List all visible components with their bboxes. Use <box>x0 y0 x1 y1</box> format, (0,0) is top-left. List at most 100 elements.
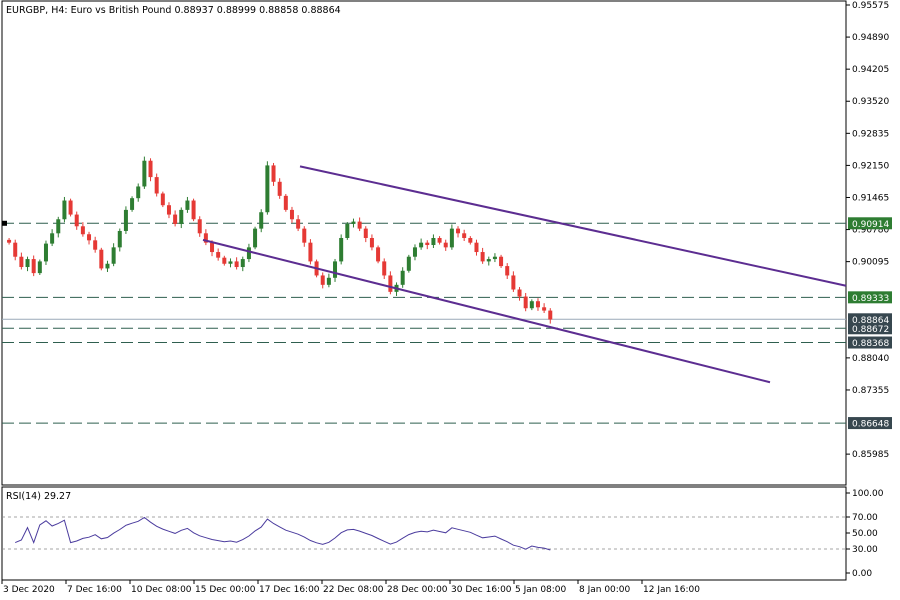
candle-bullish <box>185 200 190 210</box>
candle-bearish <box>7 239 12 243</box>
candle-bearish <box>93 240 98 250</box>
horizontal-levels <box>2 220 846 424</box>
candle-bearish <box>191 200 196 220</box>
candle-bullish <box>228 261 233 264</box>
candle-bearish <box>499 256 504 267</box>
time-tick-label: 10 Dec 08:00 <box>131 585 192 595</box>
time-tick-label: 3 Dec 2020 <box>3 585 55 595</box>
level-anchor-marker <box>2 220 7 226</box>
time-tick-label: 30 Dec 16:00 <box>451 585 512 595</box>
price-tick-label: 0.87355 <box>852 386 889 396</box>
candle-bearish <box>289 209 294 220</box>
candle-bearish <box>154 177 159 194</box>
candle-bearish <box>357 221 362 229</box>
candle-bearish <box>19 256 24 268</box>
candle-bearish <box>425 242 430 246</box>
rsi-tick-label: 50.00 <box>852 529 878 539</box>
rsi-tick-label: 30.00 <box>852 545 878 555</box>
candle-bearish <box>166 205 171 215</box>
candle-bearish <box>468 237 473 243</box>
time-tick-label: 7 Dec 16:00 <box>67 585 122 595</box>
candle-bearish <box>480 252 485 262</box>
rsi-label: RSI(14) 29.27 <box>6 491 71 502</box>
candle-bullish <box>56 219 61 234</box>
time-tick-label: 5 Jan 08:00 <box>515 585 567 595</box>
candle-bullish <box>142 160 147 187</box>
price-tick-label: 0.92835 <box>852 129 889 139</box>
rsi-tick-label: 0.00 <box>852 569 872 579</box>
price-tick-label: 0.90780 <box>852 226 889 236</box>
candle-bearish <box>388 275 393 292</box>
candle-bearish <box>283 195 288 210</box>
candle-bullish <box>117 230 122 248</box>
candle-bullish <box>400 270 405 285</box>
trend-channel[interactable] <box>202 165 847 384</box>
candle-bearish <box>87 234 92 241</box>
time-tick-label: 17 Dec 16:00 <box>259 585 320 595</box>
candle-bullish <box>449 228 454 248</box>
candle-bullish <box>345 223 350 238</box>
level-labels: 0.90914 0.89333 0.88672 0.88368 0.86648 0.888… <box>848 217 892 430</box>
candle-bullish <box>265 165 270 213</box>
candle-bearish <box>210 242 215 253</box>
candle-bullish <box>492 256 497 260</box>
price-axis: 0.95575 0.94890 0.94205 0.93520 0.92835 0.921… <box>846 1 889 460</box>
candle-bearish <box>68 200 73 215</box>
candle-bullish <box>25 259 30 268</box>
candle-bullish <box>419 242 424 248</box>
time-tick-label: 22 Dec 08:00 <box>323 585 384 595</box>
channel-upper-line <box>299 165 847 287</box>
price-pane-frame <box>1 0 847 486</box>
candle-bearish <box>363 228 368 238</box>
rsi-tick-label: 100.00 <box>852 489 884 499</box>
time-axis: 3 Dec 2020 7 Dec 16:00 10 Dec 08:00 15 Dec … <box>1 580 700 595</box>
price-tick-label: 0.85985 <box>852 450 889 460</box>
candle-bearish <box>308 242 313 262</box>
candle-bearish <box>173 214 178 224</box>
candle-bearish <box>277 181 282 196</box>
level-label: 0.88368 <box>852 339 889 349</box>
candle-bullish <box>111 247 116 264</box>
candle-bearish <box>517 289 522 297</box>
candle-bearish <box>222 257 227 264</box>
candle-bullish <box>240 259 245 268</box>
candle-bearish <box>296 219 301 229</box>
candle-bullish <box>62 200 67 220</box>
candle-bearish <box>382 261 387 276</box>
candle-bearish <box>320 275 325 285</box>
current-price-label: 0.88864 <box>852 316 889 326</box>
candle-bullish <box>43 243 48 262</box>
level-label: 0.90914 <box>852 220 889 230</box>
candle-bullish <box>246 247 251 260</box>
price-tick-label: 0.94890 <box>852 33 889 43</box>
current-price-box <box>848 313 892 326</box>
price-tick-label: 0.92150 <box>852 161 889 171</box>
level-label-box <box>848 217 892 230</box>
time-tick-label: 12 Jan 16:00 <box>643 585 700 595</box>
rsi-axis: 100.00 70.00 50.00 30.00 0.00 <box>2 489 884 579</box>
price-tick-label: 0.90095 <box>852 258 889 268</box>
candle-bearish <box>548 310 553 320</box>
candle-bearish <box>80 226 85 235</box>
candle-bearish <box>474 242 479 253</box>
candle-bullish <box>136 186 141 199</box>
candle-bullish <box>105 263 110 269</box>
candle-bullish <box>351 221 356 224</box>
time-tick-label: 28 Dec 00:00 <box>387 585 448 595</box>
candle-bearish <box>203 233 208 243</box>
candle-bearish <box>443 242 448 248</box>
time-tick-label: 15 Dec 00:00 <box>195 585 256 595</box>
candle-bullish <box>339 237 344 262</box>
candlesticks <box>7 156 553 324</box>
candle-bullish <box>431 237 436 246</box>
candle-bullish <box>179 209 184 224</box>
level-label: 0.88672 <box>852 325 889 335</box>
candle-bullish <box>333 261 338 278</box>
candle-bearish <box>234 261 239 268</box>
rsi-tick-label: 70.00 <box>852 513 878 523</box>
level-label-box <box>848 336 892 349</box>
candle-bullish <box>37 261 42 274</box>
candle-bullish <box>50 233 55 244</box>
price-tick-label: 0.91465 <box>852 193 889 203</box>
